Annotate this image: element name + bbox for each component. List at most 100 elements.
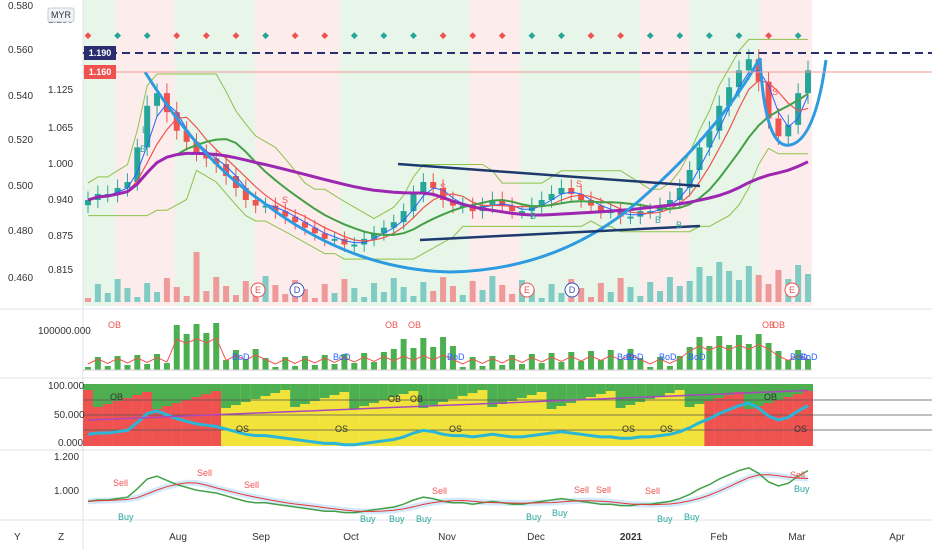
volume-bar	[390, 278, 397, 302]
stoch-top-bar	[221, 384, 232, 408]
left-axis-tick: 0.580	[8, 1, 33, 12]
volume-bar	[755, 275, 762, 302]
stoch-top-bar	[428, 384, 439, 405]
oscillator-bar	[726, 345, 733, 370]
volume-bar	[657, 291, 664, 302]
bod-label: BoD	[659, 352, 677, 362]
zoom-toggle: Z	[58, 532, 64, 543]
buy-label: Buy	[684, 512, 700, 522]
stoch-top-bar	[418, 384, 429, 408]
volume-bar	[706, 276, 713, 302]
footer-buttons[interactable]: Y Z	[14, 532, 64, 543]
volume-bar	[548, 284, 555, 302]
volume-bar	[114, 279, 121, 302]
left-axis-tick: 0.540	[8, 91, 33, 102]
stoch-top-bar	[132, 384, 143, 395]
oscillator-bar	[479, 366, 486, 370]
sell-label: Sell	[645, 486, 660, 496]
oscillator-bar	[499, 365, 506, 370]
volume-bar	[94, 284, 101, 302]
bod-label: BoD	[790, 352, 808, 362]
signal-diamond: ◆	[528, 30, 535, 40]
oscillator-bar	[538, 363, 545, 370]
stoch-top-bar	[664, 384, 675, 393]
oscillator-bar	[262, 358, 269, 370]
stoch-top-bar	[438, 384, 449, 402]
oscillator-bar	[588, 351, 595, 370]
time-axis-label: 2021	[620, 532, 643, 543]
volume-bars	[85, 252, 811, 302]
ob-label: OB	[108, 320, 121, 330]
signal-diamond: ◆	[617, 30, 624, 40]
candle-body	[85, 200, 91, 206]
buy-label: Buy	[416, 514, 432, 524]
stoch-top-bar	[655, 384, 666, 396]
stoch-top-bar	[457, 384, 468, 396]
stoch-top-bar	[694, 384, 705, 404]
oscillator-bar	[213, 323, 220, 370]
bod-label: BoD	[626, 352, 644, 362]
signal-diamond: ◆	[292, 30, 299, 40]
stoch-top-bar	[211, 384, 222, 391]
signal-diamond: ◆	[706, 30, 713, 40]
signal-diamond: ◆	[114, 30, 121, 40]
candle-body	[114, 188, 121, 194]
sell-label: Sell	[596, 485, 611, 495]
event-markers[interactable]: E D E D E	[250, 282, 800, 298]
stoch-top-bar	[714, 384, 725, 398]
background-band	[115, 0, 175, 306]
stoch-d-line	[87, 389, 809, 421]
oscillator-bar	[568, 352, 575, 370]
signal-diamond: ◆	[380, 30, 387, 40]
stoch-top-bar	[102, 384, 113, 404]
volume-bar	[232, 295, 239, 302]
trend-band	[87, 471, 809, 515]
volume-bar	[627, 287, 634, 302]
oscillator-bar	[597, 360, 604, 370]
stoch-top-bar	[595, 384, 606, 394]
stoch-top-bar	[536, 384, 547, 392]
background-band	[760, 0, 812, 306]
earnings-marker	[519, 282, 535, 298]
stoch-top-bar	[92, 384, 103, 407]
os-label: OS	[449, 424, 462, 434]
stoch-top-bar	[763, 384, 774, 403]
candle-body	[548, 194, 555, 200]
oscillator-bar	[548, 353, 555, 370]
background-band	[83, 0, 115, 306]
stoch-top-bar	[280, 384, 291, 390]
stoch-top-bar	[497, 384, 508, 404]
candle-body	[676, 188, 683, 200]
candle-body	[805, 70, 811, 94]
oscillator-bar	[676, 356, 683, 370]
volume-bar	[745, 266, 752, 302]
os-label: OS	[794, 424, 807, 434]
stoch-k-line	[87, 401, 809, 447]
signal-diamond: ◆	[85, 30, 92, 40]
volume-bar	[696, 267, 703, 302]
candle-body	[647, 211, 654, 214]
stoch-top-bar	[122, 384, 133, 398]
cup-and-handle-drawing[interactable]	[83, 52, 932, 274]
left-axis-tick: 0.560	[8, 45, 33, 56]
volume-bar	[420, 282, 427, 302]
stoch-top-bar	[516, 384, 527, 398]
time-axis-label: Dec	[527, 532, 545, 543]
candle-body	[775, 118, 782, 137]
candle-body	[745, 59, 752, 71]
oscillator-bar	[755, 334, 762, 370]
stoch-top-bar	[635, 384, 646, 402]
stoch-top-bar	[615, 384, 626, 408]
oscillator-bar	[311, 365, 318, 370]
stoch-top-bar	[526, 384, 537, 395]
candle-body	[400, 211, 407, 223]
volume-bar	[538, 298, 545, 302]
buy-signal: B	[140, 144, 146, 154]
volume-bar	[607, 292, 614, 302]
candle-body	[558, 188, 565, 194]
oscillator-signal-line	[87, 337, 809, 365]
signal-diamond: ◆	[410, 30, 417, 40]
oscillator-bar	[331, 364, 338, 370]
